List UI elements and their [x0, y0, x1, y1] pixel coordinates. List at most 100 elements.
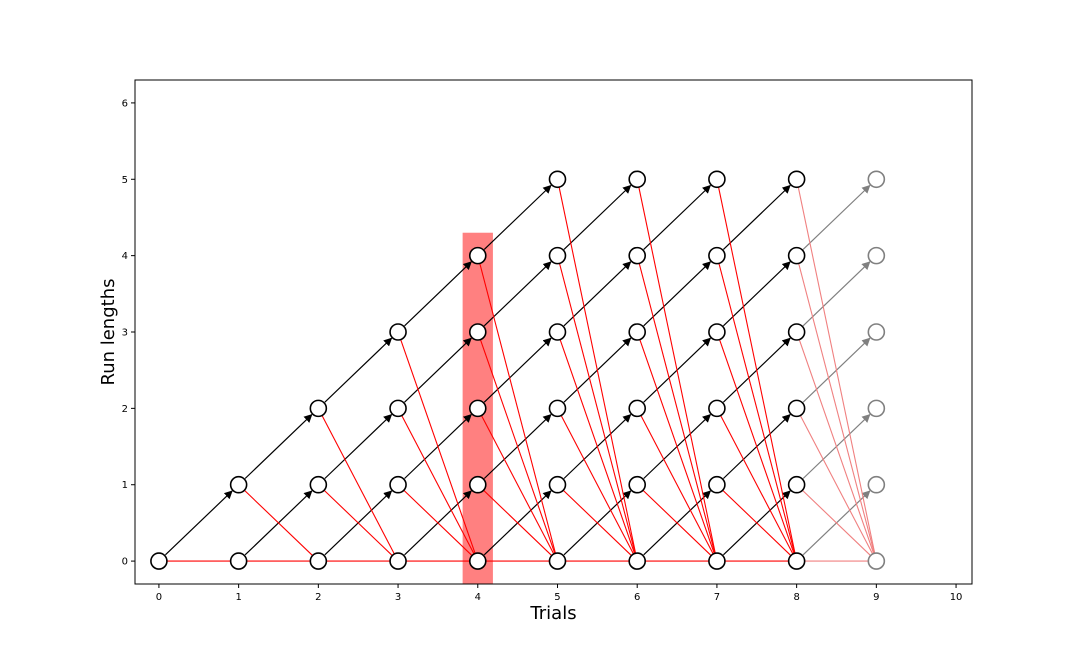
run-length-node	[309, 552, 328, 570]
run-length-node	[787, 323, 806, 341]
run-length-node	[787, 475, 806, 494]
x-tick-label: 2	[315, 592, 321, 603]
changepoint-edge	[321, 415, 395, 555]
changepoint-edge	[558, 186, 637, 554]
run-length-node	[867, 552, 886, 570]
changepoint-edge	[722, 489, 792, 556]
growth-edge	[722, 261, 791, 327]
y-tick-label: 2	[122, 404, 128, 415]
run-length-node	[548, 475, 567, 494]
run-length-node	[548, 399, 567, 418]
changepoint-edge	[718, 186, 796, 554]
run-length-node	[309, 475, 328, 494]
run-length-node	[229, 475, 248, 494]
x-tick-label: 6	[634, 592, 640, 603]
run-length-node	[708, 323, 726, 341]
growth-edge	[164, 490, 233, 556]
x-axis-label: Trials	[529, 603, 576, 624]
changepoint-edge	[483, 489, 553, 556]
y-tick-label: 4	[122, 251, 128, 262]
changepoint-edge	[640, 415, 714, 555]
changepoint-edge	[642, 489, 712, 556]
growth-edge	[563, 184, 632, 250]
changepoint-edge	[562, 489, 632, 556]
run-length-node	[628, 475, 647, 494]
edges-layer	[164, 184, 876, 562]
y-tick-label: 5	[122, 175, 128, 186]
changepoint-edge	[400, 339, 476, 554]
changepoint-edge	[638, 186, 716, 554]
run-length-node	[389, 323, 407, 341]
run-length-node	[628, 323, 647, 341]
changepoint-edge	[639, 339, 715, 554]
run-length-node	[708, 552, 726, 570]
x-tick-label: 1	[235, 592, 241, 603]
run-length-node	[708, 170, 726, 189]
changepoint-edge	[797, 186, 876, 554]
run-length-node	[150, 552, 168, 570]
x-tick-label: 10	[950, 592, 963, 603]
growth-edge	[483, 337, 552, 403]
run-length-node	[867, 399, 886, 418]
changepoint-edge	[244, 489, 313, 556]
growth-edge	[563, 261, 632, 327]
run-length-node	[787, 399, 806, 418]
y-tick-label: 1	[122, 480, 128, 491]
run-length-node	[867, 475, 886, 494]
run-length-node	[628, 552, 647, 570]
run-length-node	[708, 475, 726, 494]
run-length-node	[229, 552, 248, 570]
growth-edge	[244, 414, 313, 479]
changepoint-edge	[480, 415, 555, 555]
changepoint-edge	[718, 263, 796, 554]
growth-edge	[802, 261, 871, 327]
changepoint-edge	[323, 489, 393, 556]
x-tick-label: 3	[395, 592, 401, 603]
y-tick-label: 6	[122, 98, 128, 109]
growth-edge	[483, 261, 552, 327]
changepoint-edge	[560, 415, 634, 555]
run-length-node	[468, 552, 487, 570]
run-length-node	[468, 246, 487, 265]
growth-edge	[802, 184, 871, 250]
x-tick-label: 5	[554, 592, 560, 603]
run-length-node	[628, 170, 647, 189]
x-tick-label: 7	[714, 592, 720, 603]
growth-edge	[324, 414, 393, 479]
run-length-node	[628, 246, 647, 265]
growth-edge	[643, 261, 712, 327]
changepoint-edge	[479, 339, 556, 554]
growth-edge	[404, 337, 472, 403]
growth-edge	[483, 184, 552, 250]
changepoint-edge	[798, 339, 875, 554]
x-tick-label: 0	[156, 592, 162, 603]
changepoint-edge	[720, 415, 794, 555]
run-length-node	[309, 399, 328, 418]
growth-edge	[643, 184, 712, 250]
x-tick-label: 4	[475, 592, 481, 603]
changepoint-edge	[479, 263, 556, 554]
changepoint-edge	[638, 263, 716, 554]
run-length-node	[548, 246, 567, 265]
changepoint-edge	[798, 263, 875, 554]
x-tick-label: 8	[793, 592, 799, 603]
run-length-node	[628, 399, 647, 418]
y-tick-label: 0	[122, 557, 128, 568]
changepoint-edge	[401, 415, 475, 555]
y-axis-label: Run lengths	[98, 279, 119, 386]
run-length-node	[389, 475, 407, 494]
run-length-node	[548, 170, 567, 189]
changepoint-edge	[558, 263, 636, 554]
ticks-layer: 0 1 2 3 4 5 6 7 8 9 10 0 1 2 3 4 5 6	[122, 98, 963, 603]
run-length-node	[867, 323, 886, 341]
growth-edge	[404, 261, 472, 327]
run-length-node	[787, 552, 806, 570]
run-length-node	[468, 475, 487, 494]
x-tick-label: 9	[873, 592, 879, 603]
run-length-node	[389, 552, 407, 570]
run-length-node	[708, 399, 726, 418]
y-tick-label: 3	[122, 328, 128, 339]
run-length-node	[468, 399, 487, 418]
growth-edge	[324, 337, 393, 403]
run-length-node	[867, 170, 886, 189]
